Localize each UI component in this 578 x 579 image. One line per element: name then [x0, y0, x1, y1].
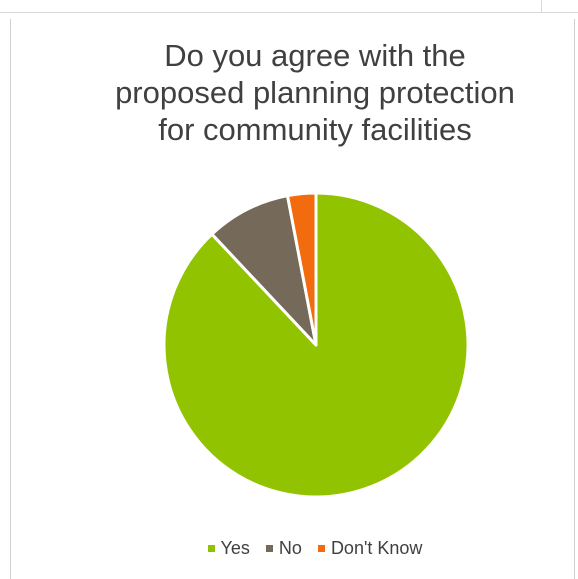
chart-title-line-3: for community facilities [158, 112, 472, 147]
legend-swatch-no [265, 545, 273, 552]
top-strip-divider [541, 0, 542, 12]
pie-slice-yes [162, 191, 470, 499]
chart-title: Do you agree with the proposed planning … [0, 37, 578, 148]
legend-label-yes: Yes [220, 538, 250, 558]
legend-swatch-yes [207, 545, 215, 552]
chart-title-line-2: proposed planning protection [115, 75, 515, 110]
pie-slice-no [210, 194, 318, 347]
legend-label-dont-know: Don't Know [330, 538, 423, 558]
legend-item-no: No [265, 538, 302, 559]
legend-item-dont-know: Don't Know [317, 538, 423, 559]
chart-title-line-1: Do you agree with the [164, 38, 466, 73]
legend-swatch-dont-know [317, 545, 325, 552]
pie-slice-dont-know [286, 191, 318, 347]
legend: Yes No Don't Know [0, 538, 578, 559]
legend-item-yes: Yes [207, 538, 250, 559]
legend-label-no: No [278, 538, 302, 558]
top-strip [0, 0, 578, 13]
chart-frame [10, 19, 575, 579]
